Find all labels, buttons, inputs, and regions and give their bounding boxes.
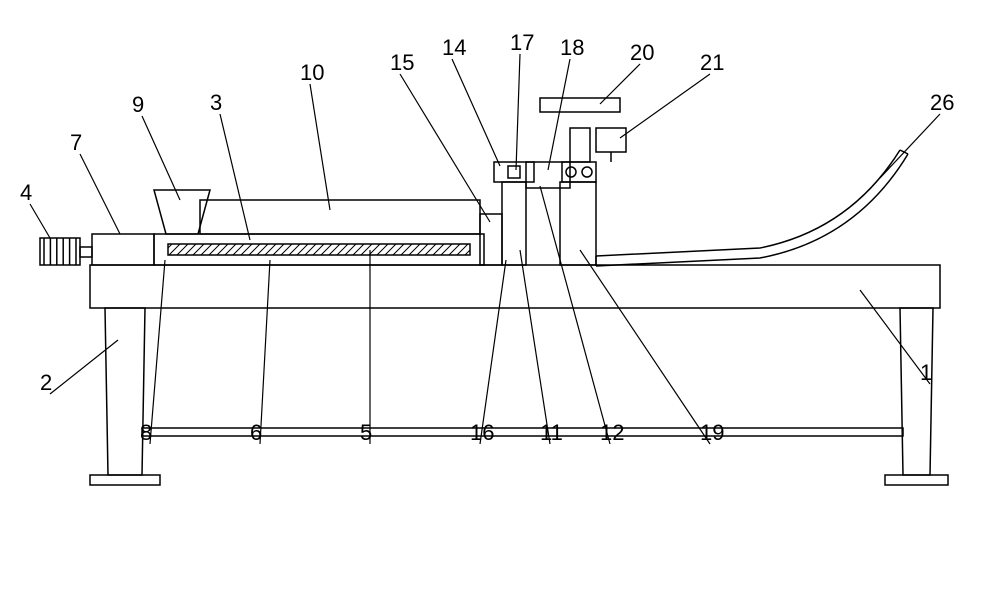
label-17: 17 xyxy=(510,30,534,55)
label-19: 19 xyxy=(700,420,724,445)
diagram-canvas: 479310151417182021261286516111219 xyxy=(0,0,1000,592)
callout-17: 17 xyxy=(510,30,534,170)
callout-4: 4 xyxy=(20,180,50,238)
callout-10: 10 xyxy=(300,60,330,210)
label-5: 5 xyxy=(360,420,372,445)
callout-18: 18 xyxy=(548,35,584,170)
callout-19: 19 xyxy=(580,250,724,445)
label-11: 11 xyxy=(540,420,563,445)
label-16: 16 xyxy=(470,420,494,445)
label-26: 26 xyxy=(930,90,954,115)
callout-15: 15 xyxy=(390,50,490,222)
label-1: 1 xyxy=(920,360,932,385)
label-12: 12 xyxy=(600,420,624,445)
label-8: 8 xyxy=(140,420,152,445)
label-4: 4 xyxy=(20,180,32,205)
label-10: 10 xyxy=(300,60,324,85)
label-2: 2 xyxy=(40,370,52,395)
callout-16: 16 xyxy=(470,260,506,445)
label-20: 20 xyxy=(630,40,654,65)
callout-1: 1 xyxy=(860,290,932,385)
label-21: 21 xyxy=(700,50,724,75)
label-18: 18 xyxy=(560,35,584,60)
callout-11: 11 xyxy=(520,250,563,445)
callout-7: 7 xyxy=(70,130,120,234)
label-14: 14 xyxy=(442,35,466,60)
callout-9: 9 xyxy=(132,92,180,200)
callout-14: 14 xyxy=(442,35,500,166)
callout-3: 3 xyxy=(210,90,250,240)
label-3: 3 xyxy=(210,90,222,115)
label-9: 9 xyxy=(132,92,144,117)
callout-6: 6 xyxy=(250,260,270,445)
label-6: 6 xyxy=(250,420,262,445)
callout-20: 20 xyxy=(600,40,654,104)
label-7: 7 xyxy=(70,130,82,155)
label-15: 15 xyxy=(390,50,414,75)
callout-26: 26 xyxy=(880,90,954,178)
callout-5: 5 xyxy=(360,250,372,445)
callout-12: 12 xyxy=(540,186,624,445)
